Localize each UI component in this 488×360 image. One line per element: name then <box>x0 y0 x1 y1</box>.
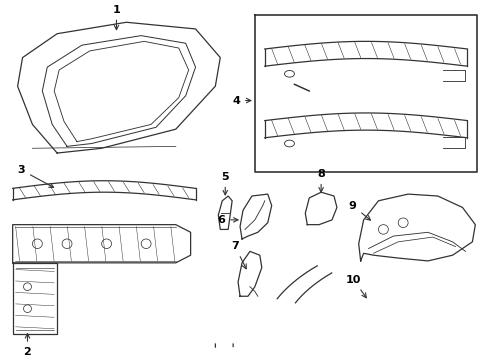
Text: 1: 1 <box>112 5 120 30</box>
Text: 2: 2 <box>23 334 31 357</box>
Text: 6: 6 <box>217 215 238 225</box>
Text: 7: 7 <box>231 242 245 269</box>
Text: 10: 10 <box>346 275 366 298</box>
Text: 3: 3 <box>18 165 54 188</box>
Text: 4: 4 <box>232 95 250 105</box>
Text: 5: 5 <box>221 172 228 195</box>
Text: 8: 8 <box>317 169 325 192</box>
Text: 9: 9 <box>348 201 370 220</box>
